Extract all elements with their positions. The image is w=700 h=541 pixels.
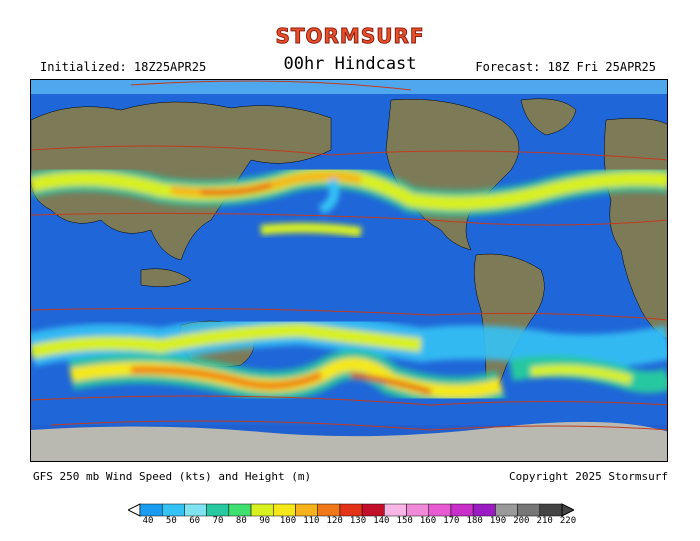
map-description: GFS 250 mb Wind Speed (kts) and Height (…: [33, 470, 312, 483]
legend-tick-label: 40: [142, 516, 154, 526]
legend-tick-label: 120: [326, 516, 343, 526]
legend-tick-label: 100: [279, 516, 297, 526]
legend-color-box: [517, 503, 541, 517]
jet-stream-south: [31, 310, 667, 407]
legend-color-box: [317, 503, 341, 517]
legend-color-box: [495, 503, 518, 517]
legend-tick-label: 140: [373, 516, 390, 526]
legend-color-box: [361, 503, 385, 517]
legend-tick-label: 150: [396, 516, 413, 526]
legend-color-box: [139, 503, 163, 517]
legend-color-box: [161, 503, 185, 517]
height-contours: [31, 80, 667, 431]
forecast-title: 00hr Hindcast: [283, 54, 417, 74]
legend-left-arrow: [128, 503, 141, 517]
legend-color-box: [472, 503, 496, 517]
legend-color-box: [228, 503, 252, 517]
legend-tick-label: 210: [536, 516, 553, 526]
legend-right-arrow: [561, 503, 574, 517]
north-polar-band: [31, 80, 667, 94]
color-scale-legend: [128, 503, 574, 517]
legend-color-box: [339, 503, 363, 517]
map-canvas: [31, 80, 667, 461]
legend-tick-label: 190: [489, 516, 507, 526]
legend-tick-label: 200: [513, 516, 530, 526]
stormsurf-logo: STORMSURF: [275, 24, 425, 49]
legend-tick-label: 110: [303, 516, 320, 526]
wind-speed-map: [30, 79, 668, 462]
legend-color-box: [206, 503, 230, 517]
initialized-label: Initialized: 18Z25APR25: [40, 60, 207, 74]
legend-tick-label: 130: [349, 516, 367, 526]
legend-tick-labels: 40 50 60 70 80 90 100 110 120 130 140 150 160 170 180 1…: [140, 516, 577, 528]
legend-tick-label: 80: [235, 516, 247, 526]
legend-color-box: [450, 503, 474, 517]
legend-color-box: [250, 503, 274, 517]
greenland-landmass: [520, 98, 577, 136]
forecast-valid-label: Forecast: 18Z Fri 25APR25: [475, 60, 656, 74]
legend-tick-label: 160: [419, 516, 437, 526]
legend-color-box: [184, 503, 207, 517]
jet-stream-north: [31, 162, 667, 237]
legend-tick-label: 90: [259, 516, 271, 526]
legend-tick-label: 220: [559, 516, 577, 526]
legend-color-box: [428, 503, 452, 517]
legend-color-box: [384, 503, 407, 517]
legend-color-box: [273, 503, 296, 517]
legend-tick-label: 70: [212, 516, 224, 526]
copyright-text: Copyright 2025 Stormsurf: [509, 470, 668, 483]
legend-color-box: [295, 503, 318, 517]
legend-color-box: [539, 503, 563, 517]
legend-tick-label: 60: [189, 516, 201, 526]
legend-tick-label: 50: [165, 516, 177, 526]
antarctica-landmass: [31, 421, 667, 461]
legend-tick-label: 170: [443, 516, 460, 526]
legend-color-box: [406, 503, 429, 517]
legend-tick-label: 180: [466, 516, 483, 526]
